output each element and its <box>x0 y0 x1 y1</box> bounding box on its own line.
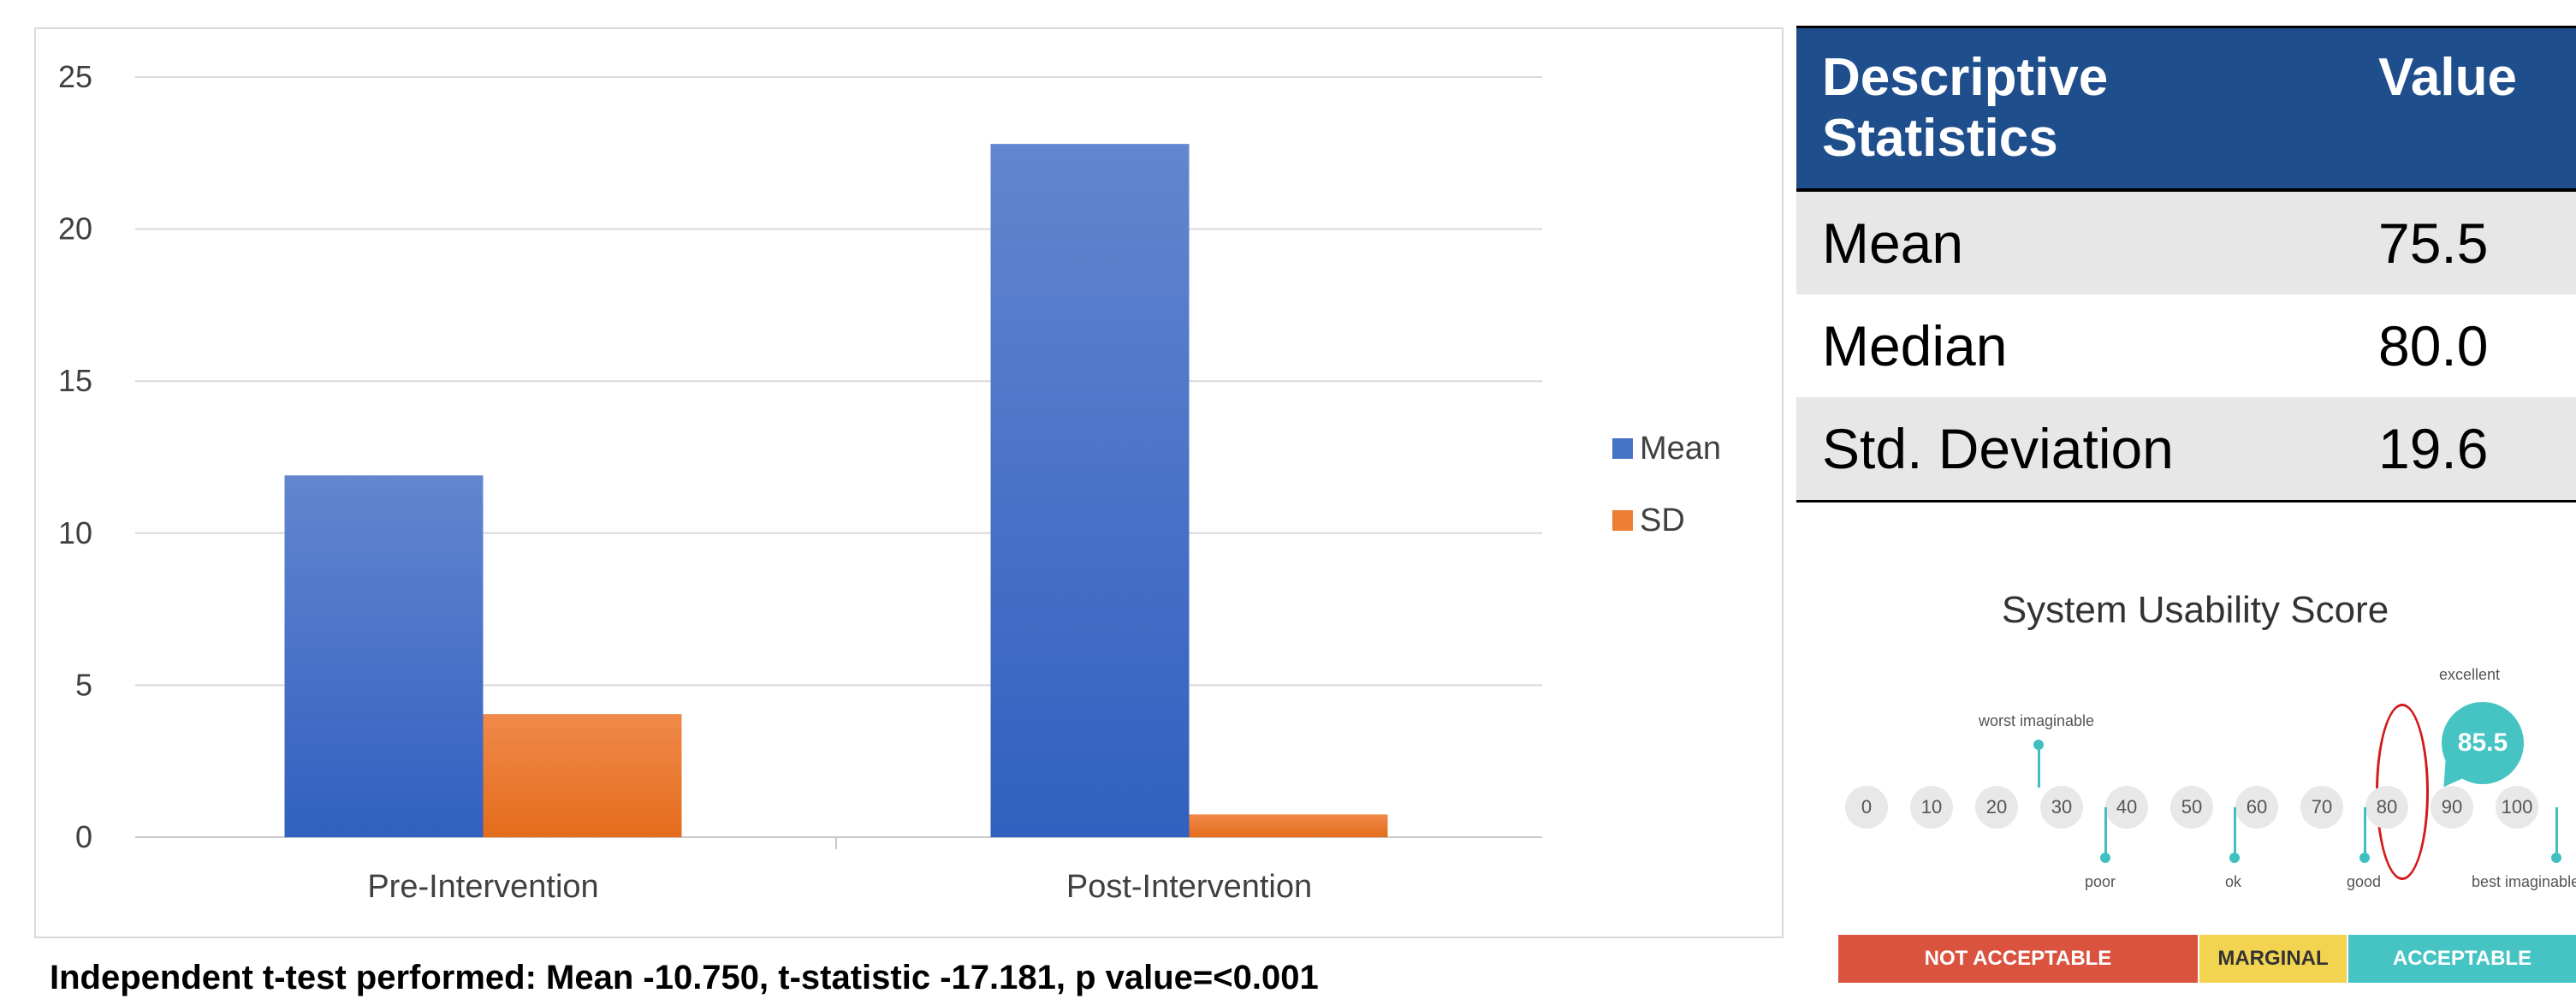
bar-sd-pre-intervention <box>483 714 682 837</box>
scale-bubble: 30 <box>2040 786 2083 829</box>
marker-dot <box>2551 853 2561 863</box>
label-excellent: excellent <box>2439 666 2501 683</box>
x-category-label: Pre-Intervention <box>367 869 598 905</box>
table-row: Median 80.0 <box>1796 294 2576 397</box>
marker-dot <box>2229 853 2240 863</box>
band-acceptable: ACCEPTABLE <box>2348 935 2576 983</box>
row-label: Std. Deviation <box>1796 396 2353 503</box>
stem-worst <box>2038 743 2040 788</box>
stem-ok <box>2234 807 2236 855</box>
stem-good <box>2364 807 2366 855</box>
row-label: Mean <box>1796 189 2353 294</box>
table-header-row: Descriptive Statistics Value <box>1796 25 2576 192</box>
legend-swatch-mean <box>1612 438 1633 459</box>
band-marginal: MARGINAL <box>2199 935 2347 983</box>
label-best-imaginable: best imaginable <box>2472 873 2576 890</box>
scale-bubble: 90 <box>2431 786 2473 829</box>
scale-bubble: 70 <box>2300 786 2343 829</box>
bar-chart: 0 5 10 15 20 25 Pre-Intervention Post-Intervent… <box>34 27 1784 938</box>
marker-dot <box>2359 853 2370 863</box>
label-worst-imaginable: worst imaginable <box>1979 712 2095 729</box>
scale-bubble: 100 <box>2496 786 2538 829</box>
t-test-note: Independent t-test performed: Mean -10.7… <box>50 959 1319 996</box>
marker-dot <box>2033 740 2044 750</box>
legend-label-mean: Mean <box>1640 431 1721 467</box>
label-poor: poor <box>2085 873 2116 890</box>
chart-canvas: 0 5 10 15 20 25 Pre-Intervention Post-Intervent… <box>58 59 1721 905</box>
row-value: 80.0 <box>2353 294 2576 397</box>
scale-bubble: 50 <box>2170 786 2213 829</box>
header-descriptive-statistics: Descriptive Statistics <box>1796 25 2353 192</box>
scale-bubble: 0 <box>1845 786 1888 829</box>
table-row: Std. Deviation 19.6 <box>1796 396 2576 503</box>
scale-bubble: 40 <box>2105 786 2148 829</box>
band-not-acceptable: NOT ACCEPTABLE <box>1838 935 2198 983</box>
scale-bubble: 80 <box>2365 786 2408 829</box>
row-value: 75.5 <box>2353 189 2576 294</box>
scale-bubble: 60 <box>2235 786 2278 829</box>
legend-label-sd: SD <box>1640 503 1685 538</box>
sus-title: System Usability Score <box>2001 589 2389 631</box>
score-badge: 85.5 <box>2442 702 2524 784</box>
label-good: good <box>2347 873 2382 890</box>
label-ok: ok <box>2225 873 2242 890</box>
stem-poor <box>2104 807 2107 855</box>
scale-bubble: 10 <box>1910 786 1953 829</box>
row-label: Median <box>1796 294 2353 397</box>
y-tick-label: 10 <box>58 515 92 550</box>
x-category-label: Post-Intervention <box>1066 869 1312 905</box>
y-tick-label: 15 <box>58 363 92 398</box>
bar-mean-pre-intervention <box>284 475 484 837</box>
row-value: 19.6 <box>2353 396 2576 503</box>
descriptive-statistics-table: Descriptive Statistics Value Mean 75.5 M… <box>1796 25 2576 503</box>
y-tick-label: 5 <box>75 667 92 702</box>
legend-swatch-sd <box>1612 510 1633 531</box>
bar-mean-post-intervention <box>990 144 1190 838</box>
y-tick-label: 20 <box>58 211 92 247</box>
stem-best <box>2555 807 2558 855</box>
bar-sd-post-intervention <box>1189 814 1388 837</box>
y-tick-label: 0 <box>75 819 92 854</box>
system-usability-score-graphic: System Usability Score worst imaginable … <box>1831 582 2576 1005</box>
marker-dot <box>2100 853 2110 863</box>
scale-bubble: 20 <box>1975 786 2018 829</box>
header-value: Value <box>2353 25 2576 192</box>
y-tick-label: 25 <box>58 59 92 94</box>
table-row: Mean 75.5 <box>1796 189 2576 294</box>
